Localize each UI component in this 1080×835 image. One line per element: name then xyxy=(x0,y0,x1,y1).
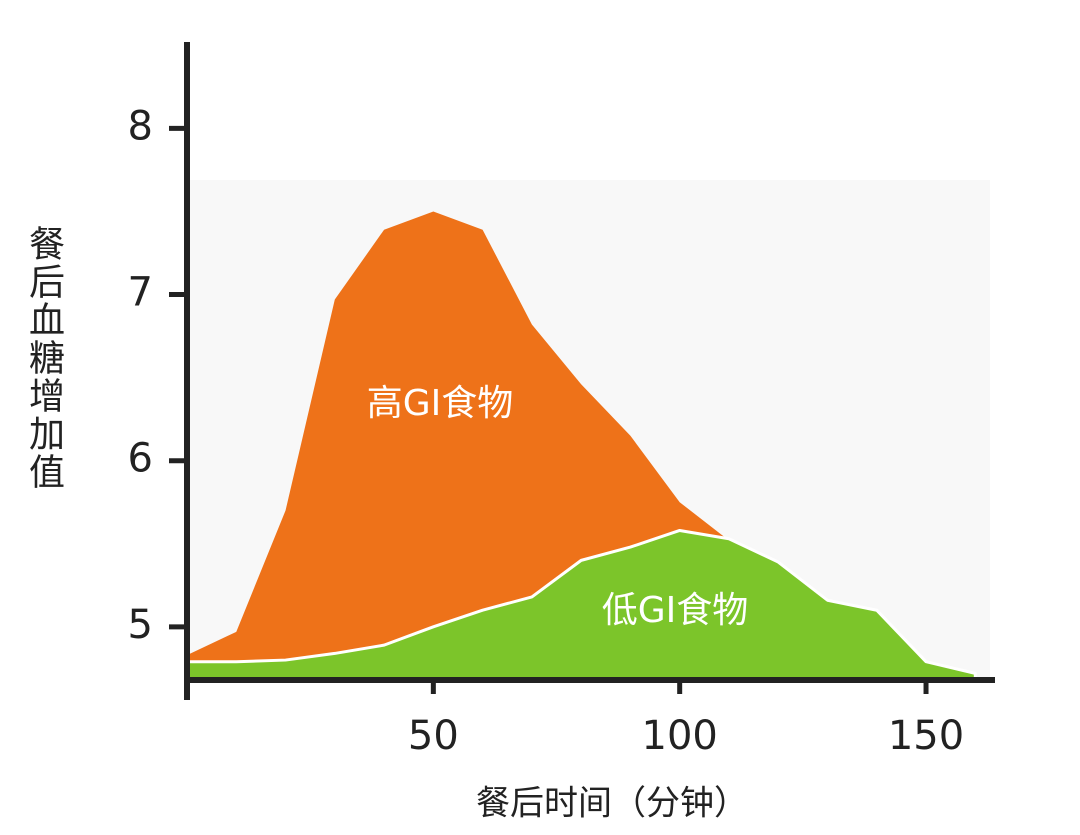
x-axis-label: 餐后时间（分钟） xyxy=(476,784,748,824)
x-tick-label: 150 xyxy=(888,713,964,759)
y-tick-label: 5 xyxy=(128,602,153,648)
y-tick-label: 7 xyxy=(128,270,153,316)
series-label: 高GI食物 xyxy=(367,383,514,424)
x-tick-label: 100 xyxy=(642,713,718,759)
area xyxy=(185,528,977,682)
series-label: 低GI食物 xyxy=(602,590,749,631)
y-tick-label: 8 xyxy=(128,103,153,149)
x-tick-label: 50 xyxy=(408,713,459,759)
y-axis-label: 餐后血糖增加值 xyxy=(23,225,64,491)
y-tick-label: 6 xyxy=(128,436,153,482)
